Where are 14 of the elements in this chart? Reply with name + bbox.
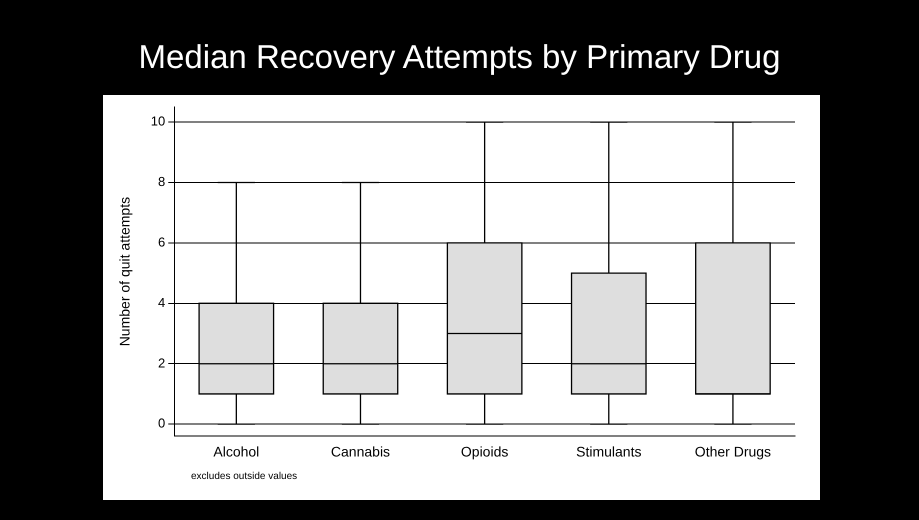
y-tick-label: 0 — [158, 416, 166, 431]
text: excludes outside values — [191, 471, 298, 482]
y-axis-title: Number of quit attempts — [116, 196, 132, 346]
x-tick-label: Opioids — [460, 443, 508, 460]
chart-title: Median Recovery Attempts by Primary Drug — [138, 38, 782, 76]
y-tick-label: 8 — [158, 174, 166, 190]
y-tick-label: 2 — [158, 355, 166, 370]
x-tick-label: Cannabis — [330, 443, 390, 460]
y-tick-label: 6 — [158, 234, 166, 250]
x-tick-label: Stimulants — [576, 443, 642, 460]
x-tick-label: Alcohol — [213, 443, 260, 460]
y-tick-label: 10 — [150, 114, 166, 129]
y-tick-label: 4 — [158, 294, 166, 310]
x-tick-label: Other Drugs — [694, 443, 772, 460]
